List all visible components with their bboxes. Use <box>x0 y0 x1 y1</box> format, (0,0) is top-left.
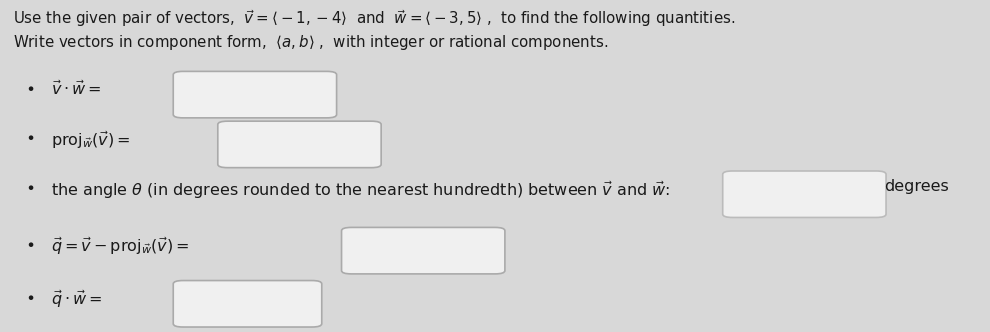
Text: $\bullet$: $\bullet$ <box>25 179 34 194</box>
Text: $\bullet$: $\bullet$ <box>25 80 34 95</box>
Text: $\vec{q} \cdot \vec{w} =$: $\vec{q} \cdot \vec{w} =$ <box>51 289 103 310</box>
FancyBboxPatch shape <box>173 71 337 118</box>
Text: $\bullet$: $\bullet$ <box>25 236 34 251</box>
FancyBboxPatch shape <box>173 281 322 327</box>
FancyBboxPatch shape <box>218 121 381 168</box>
Text: Use the given pair of vectors,  $\vec{v} = \langle -1, -4 \rangle$  and  $\vec{w: Use the given pair of vectors, $\vec{v} … <box>13 8 735 29</box>
Text: Write vectors in component form,  $\langle a, b \rangle$ ,  with integer or rati: Write vectors in component form, $\langl… <box>13 33 608 52</box>
Text: $\vec{v} \cdot \vec{w} =$: $\vec{v} \cdot \vec{w} =$ <box>51 80 102 98</box>
FancyBboxPatch shape <box>342 227 505 274</box>
Text: $\bullet$: $\bullet$ <box>25 129 34 144</box>
Text: $\bullet$: $\bullet$ <box>25 289 34 304</box>
FancyBboxPatch shape <box>723 171 886 217</box>
Text: $\mathrm{proj}_{\vec{w}}(\vec{v}) =$: $\mathrm{proj}_{\vec{w}}(\vec{v}) =$ <box>51 129 131 151</box>
Text: the angle $\theta$ (in degrees rounded to the nearest hundredth) between $\vec{v: the angle $\theta$ (in degrees rounded t… <box>51 179 670 201</box>
Text: degrees: degrees <box>884 179 948 194</box>
Text: $\vec{q} = \vec{v} - \mathrm{proj}_{\vec{w}}(\vec{v}) =$: $\vec{q} = \vec{v} - \mathrm{proj}_{\vec… <box>51 236 190 257</box>
